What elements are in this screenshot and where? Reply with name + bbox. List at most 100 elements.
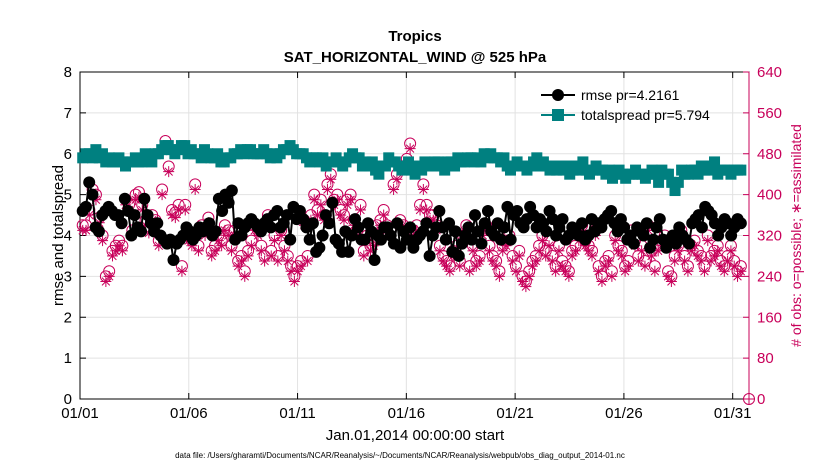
obs-assimilated-point [235, 255, 247, 267]
obs-assimilated-point [695, 255, 707, 267]
obs-assimilated-point [265, 250, 277, 262]
obs-assimilated-point [493, 270, 505, 282]
rmse-point [326, 196, 339, 209]
rmse-point [209, 225, 222, 238]
obs-assimilated-point [732, 270, 744, 282]
rmse-point [167, 254, 180, 267]
obs-assimilated-point [295, 260, 307, 272]
obs-assimilated-point [100, 275, 112, 287]
obs-assimilated-point [550, 265, 562, 277]
obs-assimilated-point [669, 255, 681, 267]
obs-assimilated-point [272, 255, 284, 267]
rmse-point [323, 217, 336, 230]
legend: rmse pr=4.2161 totalspread pr=5.794 [541, 87, 710, 123]
obs-assimilated-point [113, 240, 125, 252]
rmse-point [225, 184, 238, 197]
rmse-point [637, 229, 650, 242]
rmse-point [575, 217, 588, 230]
obs-assimilated-point [639, 260, 651, 272]
obs-assimilated-point [526, 260, 538, 272]
obs-assimilated-point [166, 209, 178, 221]
totalspread-point [366, 156, 378, 168]
y-right-tick-label: 480 [757, 146, 782, 163]
obs-assimilated-point [616, 250, 628, 262]
obs-assimilated-point [97, 235, 109, 247]
rmse-point [374, 233, 387, 246]
rmse-point [151, 217, 164, 230]
y-right-tick-label: 560 [757, 105, 782, 122]
rmse-point [352, 221, 365, 234]
obs-assimilated-point [106, 250, 118, 262]
totalspread-point [672, 176, 684, 188]
rmse-point [653, 213, 666, 226]
y-right-tick-label: 640 [757, 64, 782, 81]
totalspread-point [87, 152, 99, 164]
obs-assimilated-point [176, 265, 188, 277]
totalspread-point [136, 156, 148, 168]
totalspread-point [662, 168, 674, 180]
obs-assimilated-point [520, 281, 532, 293]
obs-assimilated-point [533, 245, 545, 257]
rmse-point [465, 233, 478, 246]
obs-assimilated-point [308, 194, 320, 206]
rmse-point [368, 254, 381, 267]
legend-totalspread-marker [552, 109, 564, 121]
obs-assimilated-point [569, 245, 581, 257]
obs-assimilated-point [599, 260, 611, 272]
rmse-point [501, 200, 514, 213]
obs-assimilated-point [705, 255, 717, 267]
obs-assimilated-point [239, 270, 251, 282]
totalspread-point [379, 160, 391, 172]
obs-assimilated-point [434, 245, 446, 257]
obs-assimilated-point [487, 255, 499, 267]
y-tick-label: 7 [64, 105, 72, 122]
rmse-point [115, 217, 128, 230]
rmse-point [605, 204, 618, 217]
totalspread-point [475, 156, 487, 168]
x-tick-label: 01/21 [496, 405, 534, 422]
obs-assimilated-point [543, 240, 555, 252]
obs-end-marker [743, 393, 755, 405]
obs-assimilated-point [282, 255, 294, 267]
rmse-point [682, 237, 695, 250]
rmse-point [475, 237, 488, 250]
rmse-series [76, 176, 747, 267]
obs-assimilated-point [302, 255, 314, 267]
totalspread-point [439, 164, 451, 176]
obs-assimilated-point [612, 245, 624, 257]
totalspread-series [77, 140, 747, 197]
obs-assimilated-point [507, 255, 519, 267]
totalspread-point [90, 144, 102, 156]
obs-assimilated-point [596, 275, 608, 287]
rmse-point [734, 217, 747, 230]
y-tick-label: 8 [64, 64, 72, 81]
obs-assimilated-point [470, 260, 482, 272]
totalspread-point [666, 176, 678, 188]
obs-assimilated-point [321, 184, 333, 196]
obs-assimilated-point [722, 255, 734, 267]
rmse-point [125, 229, 138, 242]
obs-assimilated-point [682, 265, 694, 277]
obs-assimilated-point [510, 265, 522, 277]
rmse-point [306, 217, 319, 230]
rmse-point [546, 213, 559, 226]
rmse-point [443, 217, 456, 230]
rmse-point [423, 249, 436, 262]
y-axis-right-label: # of obs: o=possible; ∗=assimilated [788, 124, 804, 347]
obs-assimilated-point [192, 245, 204, 257]
chart-subtitle: SAT_HORIZONTAL_WIND @ 525 hPa [284, 49, 547, 66]
rmse-point [313, 241, 326, 254]
obs-assimilated-point [292, 265, 304, 277]
totalspread-point [692, 168, 704, 180]
obs-assimilated-point [216, 240, 228, 252]
totalspread-point [96, 148, 108, 160]
rmse-point [358, 233, 371, 246]
rmse-point [86, 188, 99, 201]
obs-assimilated-point [632, 255, 644, 267]
obs-assimilated-point [735, 265, 747, 277]
rmse-point [504, 233, 517, 246]
y-right-tick-label: 160 [757, 309, 782, 326]
totalspread-point [402, 156, 414, 168]
obs-assimilated-point [698, 265, 710, 277]
